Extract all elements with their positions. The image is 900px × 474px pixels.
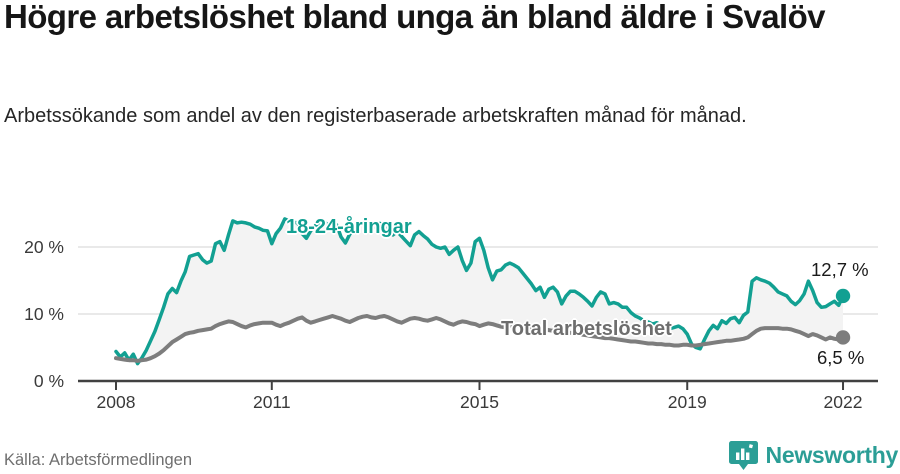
series-label-total: Total arbetslöshet — [501, 318, 672, 340]
bar-chart-bubble-icon — [728, 440, 759, 471]
y-axis-label: 10 % — [24, 304, 64, 324]
series-line-youth — [114, 217, 845, 366]
fill-between-series — [116, 218, 843, 364]
newsworthy-logo-text: Newsworthy — [765, 442, 899, 468]
chart-fill-between-lines — [116, 218, 843, 364]
y-axis-label: 0 % — [34, 371, 64, 391]
x-axis-label: 2022 — [824, 392, 863, 412]
chart-series-lines — [114, 217, 845, 366]
y-axis-label: 20 % — [24, 237, 64, 257]
page-subtitle: Arbetssökande som andel av den registerb… — [4, 105, 747, 127]
page-title: Högre arbetslöshet bland unga än bland ä… — [4, 0, 825, 35]
end-value-label-total: 6,5 % — [817, 347, 865, 368]
newsworthy-logo[interactable]: Newsworthy — [728, 440, 899, 471]
source-note: Källa: Arbetsförmedlingen — [4, 451, 193, 469]
chart-x-axis-labels: 2008 2011 2015 2019 2022 — [97, 392, 863, 412]
chart-x-axis — [78, 379, 878, 390]
end-dot-youth — [835, 288, 851, 304]
chart-y-axis-labels: 0 % 10 % 20 % — [24, 237, 64, 391]
end-value-label-youth: 12,7 % — [811, 259, 869, 280]
end-dot-total — [835, 330, 851, 345]
series-line-total — [114, 314, 845, 363]
x-axis-label: 2019 — [668, 392, 707, 412]
x-axis-label: 2015 — [460, 392, 499, 412]
x-axis-label: 2008 — [97, 392, 136, 412]
x-axis-label: 2011 — [253, 392, 291, 412]
chart-end-dots — [835, 288, 851, 345]
series-label-youth: 18-24-åringar — [286, 216, 412, 238]
